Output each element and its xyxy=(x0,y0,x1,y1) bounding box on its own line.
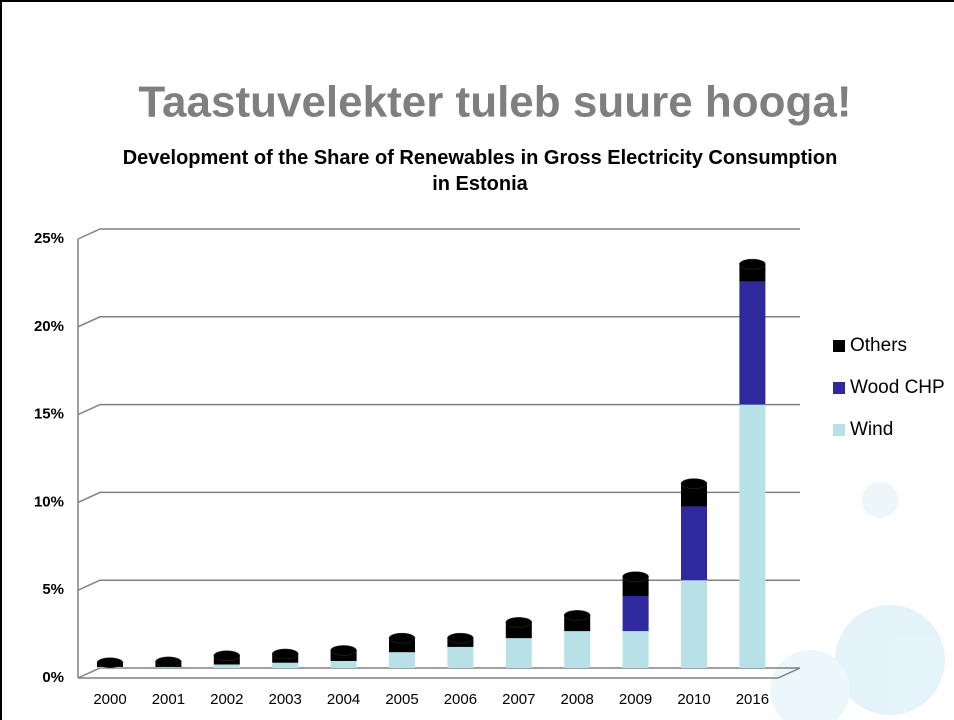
bar-segment xyxy=(681,580,707,668)
bar-cap xyxy=(564,610,590,620)
slide: Taastuvelekter tuleb suure hooga! Develo… xyxy=(0,0,954,720)
y-tick-label: 20% xyxy=(34,318,64,335)
bar-segment xyxy=(623,631,649,668)
bar-cap xyxy=(739,259,765,269)
bar-segment xyxy=(272,663,298,668)
x-tick-label: 2010 xyxy=(677,691,710,708)
bar-segment xyxy=(214,664,240,668)
bar-cap xyxy=(506,617,532,627)
y-tick-label: 10% xyxy=(34,493,64,510)
bar-segment xyxy=(447,647,473,668)
bar-cap xyxy=(389,633,415,643)
x-tick-label: 2016 xyxy=(736,691,769,708)
y-tick-label: 0% xyxy=(42,669,64,686)
y-tick-label: 5% xyxy=(42,581,64,598)
bar-segment xyxy=(389,652,415,668)
x-tick-label: 2001 xyxy=(152,691,185,708)
x-tick-label: 2002 xyxy=(210,691,243,708)
chart-title: Development of the Share of Renewables i… xyxy=(120,145,840,197)
bar-cap xyxy=(681,479,707,489)
bar-segment xyxy=(739,405,765,668)
page: {"slide_title": "Taastuvelekter tuleb su… xyxy=(0,0,954,720)
slide-title: Taastuvelekter tuleb suure hooga! xyxy=(138,78,851,127)
bar-segment xyxy=(506,638,532,668)
bar-cap xyxy=(214,651,240,661)
chart-title-box: Development of the Share of Renewables i… xyxy=(120,145,840,205)
bar-segment xyxy=(331,661,357,668)
bar-cap xyxy=(331,645,357,655)
legend-label: Wind xyxy=(850,419,893,440)
x-tick-label: 2009 xyxy=(619,691,652,708)
decor xyxy=(862,482,898,518)
bar-cap xyxy=(623,572,649,582)
bar-cap xyxy=(155,657,181,667)
legend-label: Wood CHP xyxy=(850,377,945,398)
y-tick-label: 25% xyxy=(34,230,64,247)
bar-segment xyxy=(681,506,707,580)
bar-cap xyxy=(97,658,123,668)
x-tick-label: 2004 xyxy=(327,691,360,708)
x-tick-label: 2003 xyxy=(269,691,302,708)
x-tick-label: 2000 xyxy=(93,691,126,708)
bar-segment xyxy=(155,667,181,668)
legend-label: Others xyxy=(850,335,907,356)
bar-segment xyxy=(564,631,590,668)
bar-segment xyxy=(623,596,649,631)
x-tick-label: 2007 xyxy=(502,691,535,708)
legend-swatch xyxy=(833,382,845,394)
x-tick-label: 2006 xyxy=(444,691,477,708)
x-tick-label: 2005 xyxy=(385,691,418,708)
decor xyxy=(835,605,945,715)
bar-segment xyxy=(739,282,765,405)
legend-swatch xyxy=(833,424,845,436)
bar-cap xyxy=(272,649,298,659)
bar-cap xyxy=(447,633,473,643)
legend-swatch xyxy=(833,340,845,352)
x-tick-label: 2008 xyxy=(561,691,594,708)
y-tick-label: 15% xyxy=(34,406,64,423)
